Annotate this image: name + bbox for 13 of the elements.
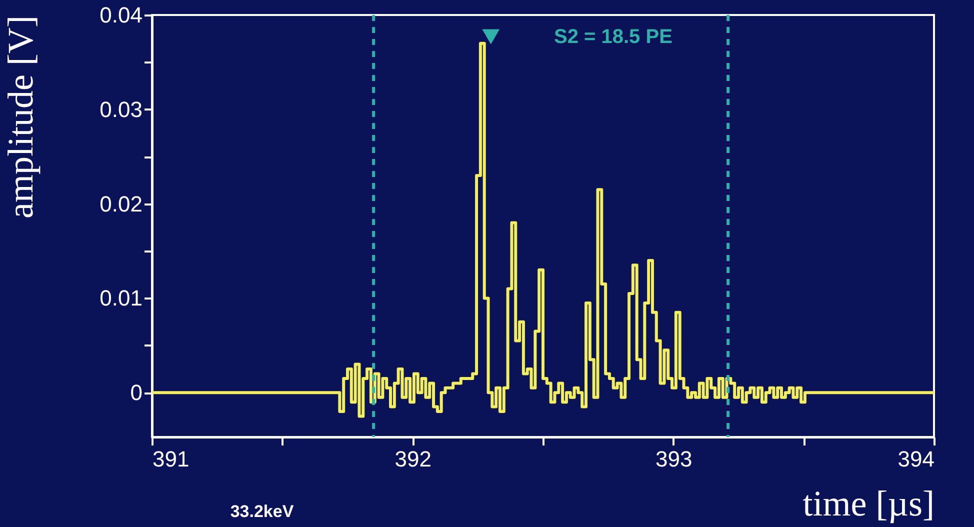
x-tick-label: 391	[152, 446, 190, 472]
y-tick-label: 0.04	[100, 2, 142, 28]
y-tick-label: 0.03	[100, 96, 142, 122]
x-tick-label: 394	[898, 446, 934, 472]
y-tick-label: 0.02	[100, 191, 142, 216]
x-axis-title: time [µs]	[802, 484, 934, 524]
x-tick-label: 393	[655, 446, 692, 472]
y-tick-label: 0	[130, 380, 142, 406]
annotation: S2 = 18.5 PE	[554, 26, 672, 48]
x-tick-label: 392	[394, 446, 432, 472]
text: 33.2keV	[230, 502, 294, 521]
y-axis-title: amplitude [V]	[0, 16, 40, 218]
y-tick-label: 0.01	[100, 286, 142, 311]
